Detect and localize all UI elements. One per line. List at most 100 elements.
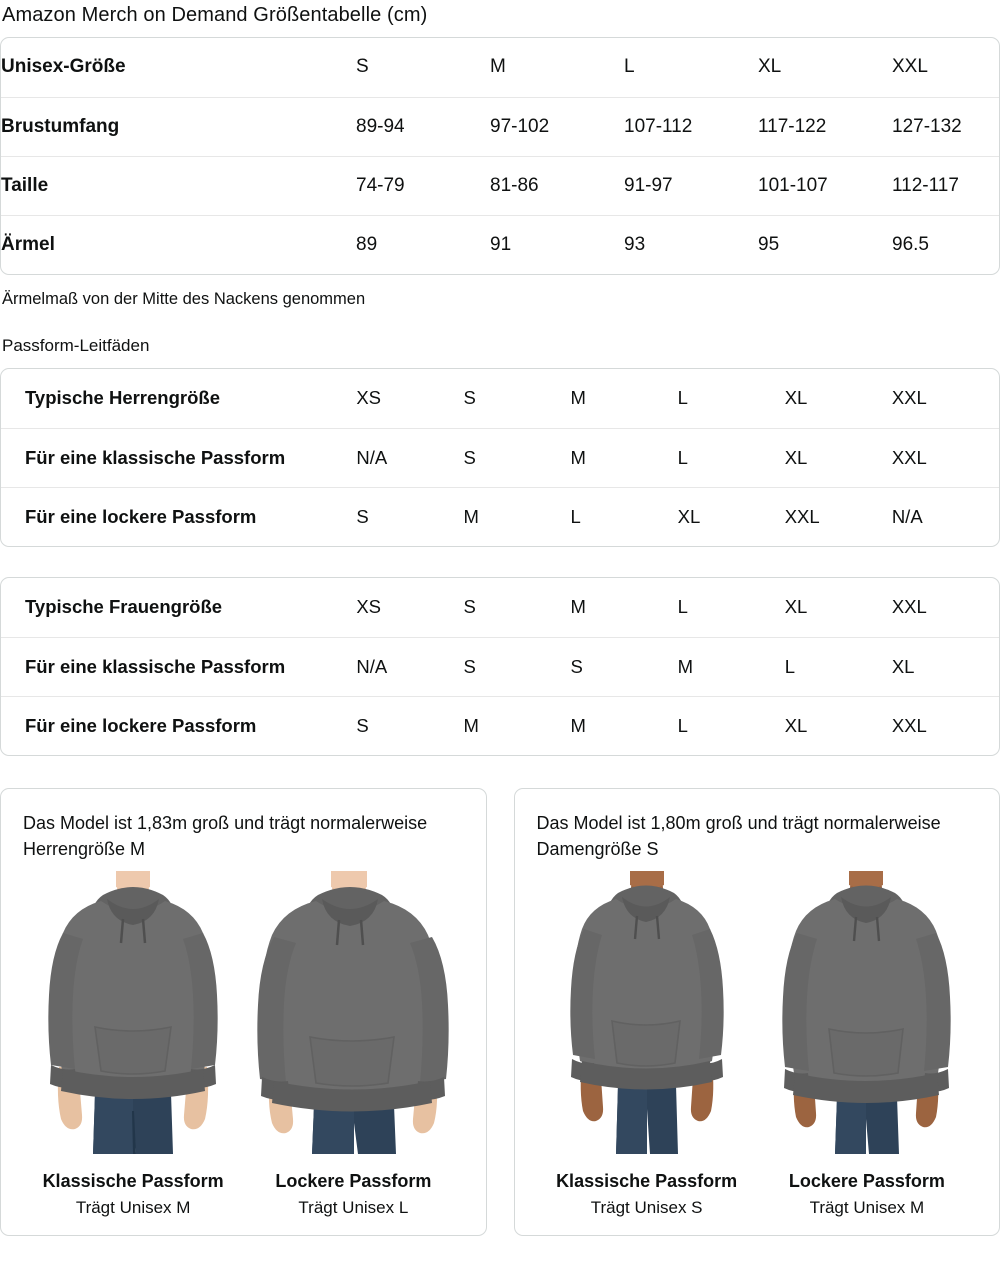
- cell: L: [570, 486, 678, 546]
- cell: 91-97: [624, 155, 758, 215]
- spacer: [0, 756, 1000, 788]
- cell: L: [677, 427, 785, 487]
- cell: XL: [784, 427, 892, 487]
- row-header: Für eine lockere Passform: [1, 486, 357, 546]
- unisex-size-table-card: Unisex-Größe S M L XL XXL Brustumfang 89…: [0, 37, 1000, 275]
- fit-guides-heading: Passform-Leitfäden: [2, 336, 150, 355]
- cell: XL: [891, 636, 999, 696]
- cell: XL: [758, 56, 782, 78]
- cell: S: [570, 636, 678, 696]
- cell: N/A: [356, 427, 464, 487]
- male-relaxed-label-group: Lockere Passform Trägt Unisex L: [243, 1168, 463, 1221]
- cell: 117-122: [758, 96, 892, 156]
- model-figures: [23, 870, 464, 1156]
- cell: N/A: [891, 486, 999, 546]
- cell: M: [570, 596, 586, 618]
- row-header: Typische Frauengröße: [25, 596, 223, 618]
- table-row: Für eine lockere Passform S M M L XL XXL: [1, 695, 999, 755]
- cell: S: [356, 56, 369, 78]
- cell: 89-94: [356, 96, 490, 156]
- cell: XXL: [891, 596, 927, 618]
- cell: L: [624, 56, 635, 78]
- womens-fit-guide-table: Typische Frauengröße XS S M L XL XXL Für…: [1, 578, 999, 755]
- unisex-size-table: Unisex-Größe S M L XL XXL Brustumfang 89…: [1, 38, 999, 274]
- table-row: Für eine klassische Passform N/A S S M L…: [1, 636, 999, 696]
- female-model-card: Das Model ist 1,80m groß und trägt norma…: [513, 788, 1000, 1237]
- cell: N/A: [356, 636, 464, 696]
- male-relaxed-fit-figure: [248, 870, 459, 1156]
- cell: S: [463, 427, 571, 487]
- cell: L: [677, 387, 688, 409]
- female-hoodie-classic-illustration: [569, 871, 724, 1155]
- fit-label: Lockere Passform: [275, 1171, 432, 1192]
- cell: XL: [784, 596, 808, 618]
- cell: 89: [356, 214, 490, 274]
- cell: XL: [784, 695, 892, 755]
- mens-fit-guide-table: Typische Herrengröße XS S M L XL XXL Für…: [1, 369, 999, 546]
- cell: 93: [624, 214, 758, 274]
- wears-label: Trägt Unisex M: [809, 1198, 925, 1218]
- male-hoodie-classic-illustration: [48, 871, 218, 1155]
- sleeve-measurement-note: Ärmelmaß von der Mitte des Nackens genom…: [2, 290, 366, 308]
- row-header: Für eine klassische Passform: [1, 636, 357, 696]
- table-row: Taille 74-79 81-86 91-97 101-107 112-117: [1, 155, 999, 215]
- fit-label: Klassische Passform: [42, 1171, 224, 1192]
- table-row: Für eine klassische Passform N/A S M L X…: [1, 427, 999, 487]
- spacer: [0, 547, 1000, 577]
- male-classic-fit-figure: [27, 870, 238, 1156]
- cell: M: [463, 695, 571, 755]
- wears-label: Trägt Unisex S: [590, 1198, 703, 1218]
- row-header: Typische Herrengröße: [25, 387, 220, 409]
- cell: XXL: [784, 486, 892, 546]
- female-classic-label-group: Klassische Passform Trägt Unisex S: [537, 1168, 757, 1221]
- model-caption: Das Model ist 1,83m groß und trägt norma…: [23, 813, 428, 859]
- row-header: Ärmel: [1, 214, 356, 274]
- table-row: Ärmel 89 91 93 95 96.5: [1, 214, 999, 274]
- cell: 112-117: [892, 155, 999, 215]
- cell: 107-112: [624, 96, 758, 156]
- cell: 81-86: [490, 155, 624, 215]
- cell: XS: [356, 596, 382, 618]
- cell: 101-107: [758, 155, 892, 215]
- cell: M: [570, 427, 678, 487]
- table-row: Unisex-Größe S M L XL XXL: [1, 38, 999, 97]
- table-row: Für eine lockere Passform S M L XL XXL N…: [1, 486, 999, 546]
- cell: S: [463, 636, 571, 696]
- cell: M: [490, 56, 506, 78]
- cell: 127-132: [892, 96, 999, 156]
- cell: XS: [356, 387, 382, 409]
- cell: 91: [490, 214, 624, 274]
- wears-label: Trägt Unisex L: [298, 1198, 409, 1218]
- female-figure-labels: Klassische Passform Trägt Unisex S Locke…: [537, 1168, 978, 1221]
- table-row: Typische Frauengröße XS S M L XL XXL: [1, 578, 999, 637]
- cell: L: [677, 596, 688, 618]
- cell: XXL: [891, 695, 999, 755]
- female-relaxed-label-group: Lockere Passform Trägt Unisex M: [757, 1168, 977, 1221]
- womens-fit-guide-card: Typische Frauengröße XS S M L XL XXL Für…: [0, 577, 1000, 756]
- cell: M: [463, 486, 571, 546]
- cell: L: [784, 636, 892, 696]
- fit-label: Lockere Passform: [788, 1171, 945, 1192]
- row-header: Taille: [1, 155, 356, 215]
- cell: 96.5: [892, 214, 999, 274]
- male-model-card: Das Model ist 1,83m groß und trägt norma…: [0, 788, 487, 1237]
- row-header: Für eine klassische Passform: [1, 427, 357, 487]
- cell: XXL: [891, 427, 999, 487]
- mens-fit-guide-card: Typische Herrengröße XS S M L XL XXL Für…: [0, 368, 1000, 547]
- male-figure-labels: Klassische Passform Trägt Unisex M Locke…: [23, 1168, 464, 1221]
- page-title: Amazon Merch on Demand Größentabelle (cm…: [2, 4, 428, 26]
- table-row: Typische Herrengröße XS S M L XL XXL: [1, 369, 999, 428]
- row-header: Für eine lockere Passform: [1, 695, 357, 755]
- row-header: Unisex-Größe: [1, 56, 126, 78]
- cell: XXL: [891, 387, 927, 409]
- cell: 74-79: [356, 155, 490, 215]
- male-hoodie-relaxed-illustration: [257, 871, 450, 1155]
- cell: M: [570, 387, 586, 409]
- model-caption: Das Model ist 1,80m groß und trägt norma…: [536, 813, 941, 859]
- cell: XL: [784, 387, 808, 409]
- row-header: Brustumfang: [1, 96, 356, 156]
- model-figures: [537, 870, 978, 1156]
- cell: S: [356, 695, 464, 755]
- cell: S: [463, 387, 476, 409]
